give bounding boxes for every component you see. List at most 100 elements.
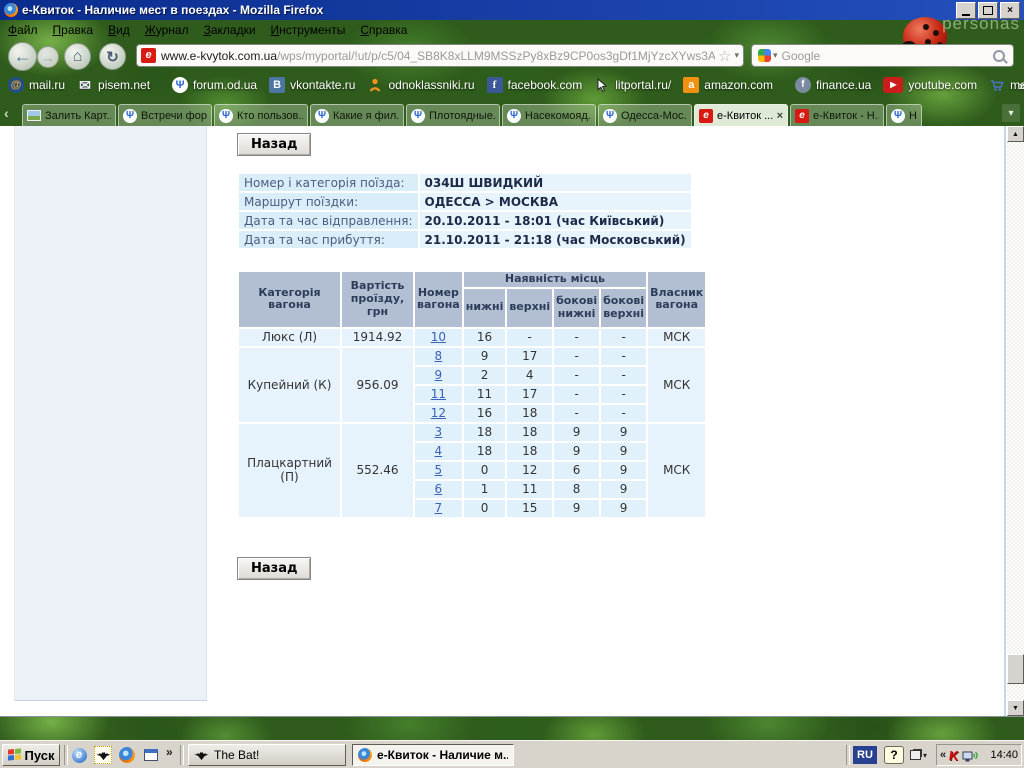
bookmark-mailru[interactable]: @ mail.ru — [8, 77, 65, 93]
kaspersky-icon[interactable]: K — [948, 747, 960, 763]
quicklaunch-overflow-icon[interactable]: » — [166, 745, 173, 759]
list-all-tabs-icon[interactable]: ▾ — [1002, 104, 1020, 122]
seats-cell: 17 — [505, 383, 555, 405]
bookmark-youtube[interactable]: ▶ youtube.com — [883, 77, 977, 93]
info-label: Номер і категорія поїзда: — [237, 172, 420, 193]
thebat-quicklaunch-icon[interactable] — [94, 746, 112, 764]
menu-help[interactable]: Справка — [360, 23, 408, 37]
bookmark-yandexmarket[interactable]: market.yandex.ua — [989, 77, 1024, 93]
start-button[interactable]: Пуск — [2, 744, 60, 766]
tab-ekvytok-active[interactable]: е е-Квиток ... × — [694, 104, 788, 126]
tab-zalit-kart[interactable]: Залить Карт... — [22, 104, 116, 126]
seats-cell: - — [552, 326, 602, 348]
reload-button[interactable]: ↻ — [99, 43, 126, 70]
close-button[interactable]: × — [1000, 2, 1020, 19]
taskbar-button-ekvytok[interactable]: е-Квиток - Наличие м... — [352, 744, 514, 766]
menu-bookmarks[interactable]: Закладки — [203, 23, 256, 37]
tab-odessa-mos[interactable]: Ψ Одесса-Мос... — [598, 104, 692, 126]
scroll-up-button[interactable]: ▲ — [1007, 126, 1024, 142]
seats-cell: 9 — [552, 497, 602, 519]
tray-chevron-icon[interactable]: « — [940, 749, 947, 761]
forum-favicon: Ψ — [891, 108, 905, 123]
menu-tools[interactable]: Инструменты — [270, 23, 346, 37]
seats-cell: 6 — [552, 459, 602, 481]
page-viewport: Назад Номер і категорія поїзда: 034Ш ШВИД… — [0, 126, 1024, 716]
language-indicator[interactable]: RU — [853, 746, 877, 764]
taskbar-button-thebat[interactable]: The Bat! — [188, 744, 346, 766]
help-tray-icon[interactable]: ? — [884, 746, 904, 764]
minimize-button[interactable] — [956, 2, 976, 19]
bookmark-facebook[interactable]: f facebook.com — [486, 77, 582, 93]
search-engine-dropdown-icon[interactable]: ▾ — [773, 50, 778, 60]
back-page-button-top[interactable]: Назад — [237, 133, 312, 156]
bookmarks-overflow-icon[interactable]: » — [1019, 78, 1024, 93]
browser-chrome: personas Файл Правка Вид Журнал Закладки… — [0, 14, 1024, 126]
table-row: Плацкартний (П) 552.46 3 18 18 9 9 МСК — [237, 421, 708, 519]
network-icon[interactable] — [962, 748, 978, 763]
tab-kto-polzov[interactable]: Ψ Кто пользов... — [214, 104, 308, 126]
scrollbar-thumb[interactable] — [1007, 654, 1024, 684]
wagon-link[interactable]: 6 — [434, 482, 443, 497]
menu-edit[interactable]: Правка — [52, 23, 94, 37]
tab-kakie-fil[interactable]: Ψ Какие я фил... — [310, 104, 404, 126]
bookmark-pisemnet[interactable]: ✉ pisem.net — [77, 77, 150, 93]
bookmark-odnoklassniki[interactable]: odnoklassniki.ru — [367, 77, 475, 93]
tab-label: Одесса-Мос... — [621, 109, 687, 122]
seats-cell: 9 — [552, 440, 602, 462]
seats-cell: 11 — [505, 478, 555, 500]
info-label: Маршрут поїздки: — [237, 191, 420, 212]
search-box[interactable]: ▾ Google — [751, 44, 1014, 67]
tab-vstrechi[interactable]: Ψ Встречи фор... — [118, 104, 212, 126]
home-button[interactable]: ⌂ — [64, 43, 91, 70]
back-button[interactable]: ← — [8, 42, 37, 71]
scrollbar-track[interactable] — [1007, 142, 1024, 700]
firefox-quicklaunch-icon[interactable] — [118, 746, 136, 764]
wagon-link[interactable]: 10 — [430, 330, 446, 345]
bookmark-amazon[interactable]: a amazon.com — [683, 77, 773, 93]
header-lower: нижні — [461, 286, 508, 329]
seats-cell: 9 — [552, 421, 602, 443]
wagon-link[interactable]: 9 — [434, 368, 443, 383]
forward-icon: → — [41, 49, 55, 65]
restore-tray-icon[interactable]: ▾ — [910, 746, 932, 764]
vertical-scrollbar[interactable]: ▲ ▼ — [1007, 126, 1024, 716]
wagon-link[interactable]: 12 — [430, 406, 446, 421]
tab-label: Встречи фор... — [141, 109, 207, 122]
back-page-button-bottom[interactable]: Назад — [237, 557, 312, 580]
menu-view[interactable]: Вид — [108, 23, 130, 37]
bookmark-litportal[interactable]: litportal.ru/ — [594, 77, 671, 93]
wagon-link[interactable]: 7 — [434, 501, 443, 516]
scroll-down-button[interactable]: ▼ — [1007, 700, 1024, 716]
internet-explorer-icon[interactable]: e — [70, 746, 88, 764]
ie-glyph: e — [71, 747, 87, 763]
wagon-link[interactable]: 3 — [434, 425, 443, 440]
forward-button[interactable]: → — [37, 46, 59, 68]
tab-scroll-left-icon[interactable]: ‹ — [4, 105, 9, 121]
header-side-upper: бокові верхні — [599, 286, 649, 329]
tab-ekvytok-2[interactable]: е е-Квиток - Н... — [790, 104, 884, 126]
wagon-link[interactable]: 11 — [430, 387, 446, 402]
restore-button[interactable] — [978, 2, 998, 19]
tab-nasekomoyad[interactable]: Ψ Насекомояд... — [502, 104, 596, 126]
wagon-link[interactable]: 4 — [434, 444, 443, 459]
seats-cell: - — [599, 383, 649, 405]
tab-plotoyadnye[interactable]: Ψ Плотоядные... — [406, 104, 500, 126]
wagon-link[interactable]: 8 — [434, 349, 443, 364]
menu-file[interactable]: Файл — [8, 23, 38, 37]
bookmark-financeua[interactable]: f finance.ua — [794, 77, 871, 93]
bookmark-star-icon[interactable]: ☆ — [718, 47, 732, 65]
wagon-link[interactable]: 5 — [434, 463, 443, 478]
forum-favicon: Ψ — [507, 108, 521, 123]
search-icon[interactable] — [993, 49, 1005, 62]
tab-close-icon[interactable]: × — [776, 109, 783, 122]
url-dropdown-icon[interactable]: ▾ — [734, 50, 739, 60]
tab-truncated[interactable]: Ψ Ня — [886, 104, 922, 126]
show-desktop-icon[interactable] — [142, 746, 160, 764]
clock[interactable]: 14:40 — [990, 749, 1018, 761]
url-bar[interactable]: е www.e-kvytok.com.ua/wps/myportal/!ut/p… — [136, 44, 744, 67]
menu-history[interactable]: Журнал — [144, 23, 189, 37]
window-titlebar: е-Квиток - Наличие мест в поездах - Mozi… — [0, 0, 1024, 20]
search-placeholder: Google — [781, 48, 821, 63]
